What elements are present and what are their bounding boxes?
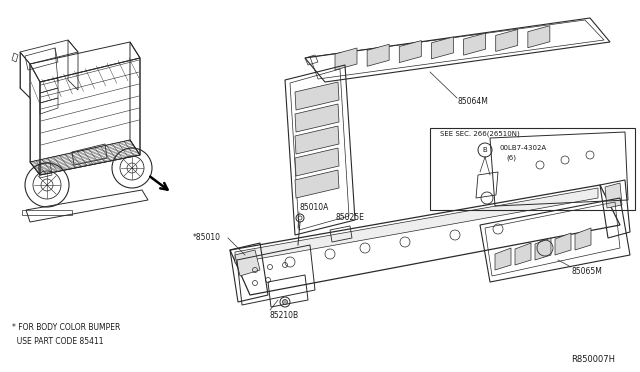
Polygon shape <box>295 104 339 132</box>
Text: R850007H: R850007H <box>571 356 615 365</box>
Polygon shape <box>295 170 339 198</box>
Polygon shape <box>535 238 551 260</box>
Text: * FOR BODY COLOR BUMPER: * FOR BODY COLOR BUMPER <box>12 324 120 333</box>
Polygon shape <box>431 37 453 59</box>
Text: B: B <box>483 147 488 153</box>
Polygon shape <box>495 248 511 270</box>
Polygon shape <box>605 183 622 208</box>
Text: 85010A: 85010A <box>300 202 330 212</box>
Polygon shape <box>399 41 421 62</box>
Polygon shape <box>463 33 486 55</box>
Text: 85025E: 85025E <box>335 214 364 222</box>
Polygon shape <box>515 243 531 265</box>
Text: 85210B: 85210B <box>270 311 299 320</box>
Polygon shape <box>496 29 518 51</box>
Polygon shape <box>555 233 571 255</box>
Polygon shape <box>235 188 598 263</box>
Text: 85064M: 85064M <box>458 97 489 106</box>
Polygon shape <box>295 148 339 176</box>
Text: 00LB7-4302A: 00LB7-4302A <box>500 145 547 151</box>
Polygon shape <box>335 48 357 70</box>
Text: (6): (6) <box>506 155 516 161</box>
Polygon shape <box>367 44 389 66</box>
Polygon shape <box>235 250 260 276</box>
Circle shape <box>282 299 287 305</box>
Polygon shape <box>295 126 339 154</box>
Polygon shape <box>528 26 550 48</box>
Polygon shape <box>295 82 339 110</box>
Text: SEE SEC. 266(26510N): SEE SEC. 266(26510N) <box>440 131 520 137</box>
Polygon shape <box>575 228 591 250</box>
Text: USE PART CODE 85411: USE PART CODE 85411 <box>12 337 104 346</box>
Text: *85010: *85010 <box>193 234 221 243</box>
Text: 85065M: 85065M <box>572 267 603 276</box>
